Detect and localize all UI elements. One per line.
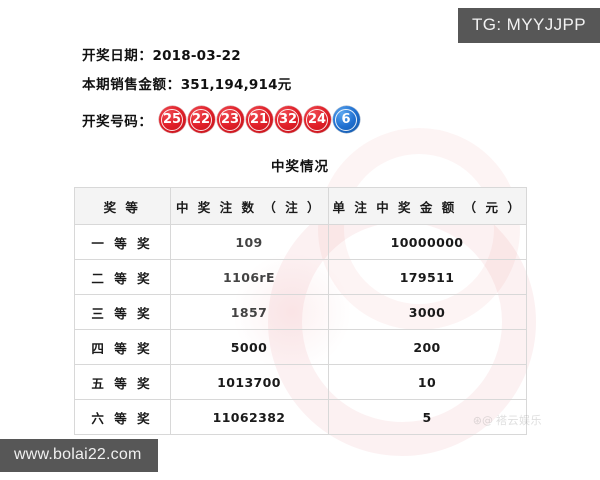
prize-amount-cell: 200 (327, 329, 527, 365)
prize-tier-cell: 二 等 奖 (73, 259, 171, 295)
lottery-ball-regular: 24 (303, 106, 331, 133)
winning-numbers-label: 开奖号码： (82, 113, 153, 130)
table-row: 一 等 奖 109 10000000 (73, 224, 527, 260)
prize-amount-cell: 10000000 (327, 224, 527, 260)
prize-table-title: 中奖情况 (271, 159, 329, 175)
prize-tier-cell: 五 等 奖 (73, 364, 171, 400)
draw-date-line: 开奖日期：2018-03-22 (0, 44, 600, 64)
sales-amount-value: 351,194,914元 (180, 77, 292, 93)
winner-count-cell: 5000 (169, 329, 329, 365)
table-row: 六 等 奖 11062382 5 (73, 399, 527, 435)
prize-tier-cell: 一 等 奖 (73, 224, 171, 260)
table-header-row: 奖 等 中 奖 注 数 （ 注 ） 单 注 中 奖 金 额 （ 元 ） (73, 187, 527, 225)
lottery-ball-special: 6 (332, 106, 360, 133)
lottery-ball-value: 6 (341, 112, 351, 127)
lottery-ball-regular: 32 (274, 106, 302, 133)
prize-amount-cell: 3000 (327, 294, 527, 330)
prize-amount-cell: 5 (327, 399, 527, 435)
lottery-ball-regular: 21 (245, 106, 273, 133)
prize-amount-cell: 179511 (327, 259, 527, 295)
table-row: 二 等 奖 1106rE 179511 (73, 259, 527, 295)
column-header-amount: 单 注 中 奖 金 额 （ 元 ） (327, 187, 527, 225)
prize-table-header: 奖 等 中 奖 注 数 （ 注 ） 单 注 中 奖 金 额 （ 元 ） (73, 187, 527, 225)
column-header-tier: 奖 等 (73, 187, 171, 225)
lottery-ball-regular: 22 (187, 106, 215, 133)
table-row: 三 等 奖 1857 3000 (73, 294, 527, 330)
winning-numbers-row: 开奖号码： 25 22 23 21 32 24 6 (0, 106, 600, 133)
prize-amount-cell: 10 (327, 364, 527, 400)
column-header-count: 中 奖 注 数 （ 注 ） (169, 187, 329, 225)
lottery-ball-value: 32 (278, 112, 298, 127)
prize-tier-cell: 三 等 奖 (73, 294, 171, 330)
prize-breakdown-table: 奖 等 中 奖 注 数 （ 注 ） 单 注 中 奖 金 额 （ 元 ） 一 等 … (73, 187, 527, 435)
lottery-ball-value: 25 (162, 112, 182, 127)
lottery-ball-regular: 23 (216, 106, 244, 133)
sales-amount-line: 本期销售金额：351,194,914元 (0, 73, 600, 93)
winner-count-cell: 11062382 (169, 399, 329, 435)
winning-numbers-balls: 25 22 23 21 32 24 6 (158, 106, 362, 133)
telegram-handle-badge: TG: MYYJJPP (458, 8, 600, 43)
sales-amount-label: 本期销售金额： (82, 77, 181, 93)
prize-table-body: 一 等 奖 109 10000000 二 等 奖 1106rE 179511 三 等 奖 18… (73, 224, 527, 435)
table-row: 五 等 奖 1013700 10 (73, 364, 527, 400)
draw-date-label: 开奖日期： (82, 48, 153, 64)
draw-date-value: 2018-03-22 (152, 48, 241, 64)
winner-count-cell: 1106rE (169, 259, 329, 295)
lottery-ball-value: 24 (307, 112, 327, 127)
lottery-ball-value: 22 (191, 112, 211, 127)
lottery-ball-value: 23 (220, 112, 240, 127)
winner-count-cell: 1013700 (169, 364, 329, 400)
prize-tier-cell: 四 等 奖 (73, 329, 171, 365)
lottery-ball-value: 21 (249, 112, 269, 127)
winner-count-cell: 1857 (169, 294, 329, 330)
table-row: 四 等 奖 5000 200 (73, 329, 527, 365)
website-url-banner: www.bolai22.com (0, 439, 158, 472)
announcement-content: 开奖日期：2018-03-22 本期销售金额：351,194,914元 开奖号码… (0, 44, 600, 435)
prize-tier-cell: 六 等 奖 (73, 399, 171, 435)
lottery-ball-regular: 25 (158, 106, 186, 133)
winner-count-cell: 109 (169, 224, 329, 260)
